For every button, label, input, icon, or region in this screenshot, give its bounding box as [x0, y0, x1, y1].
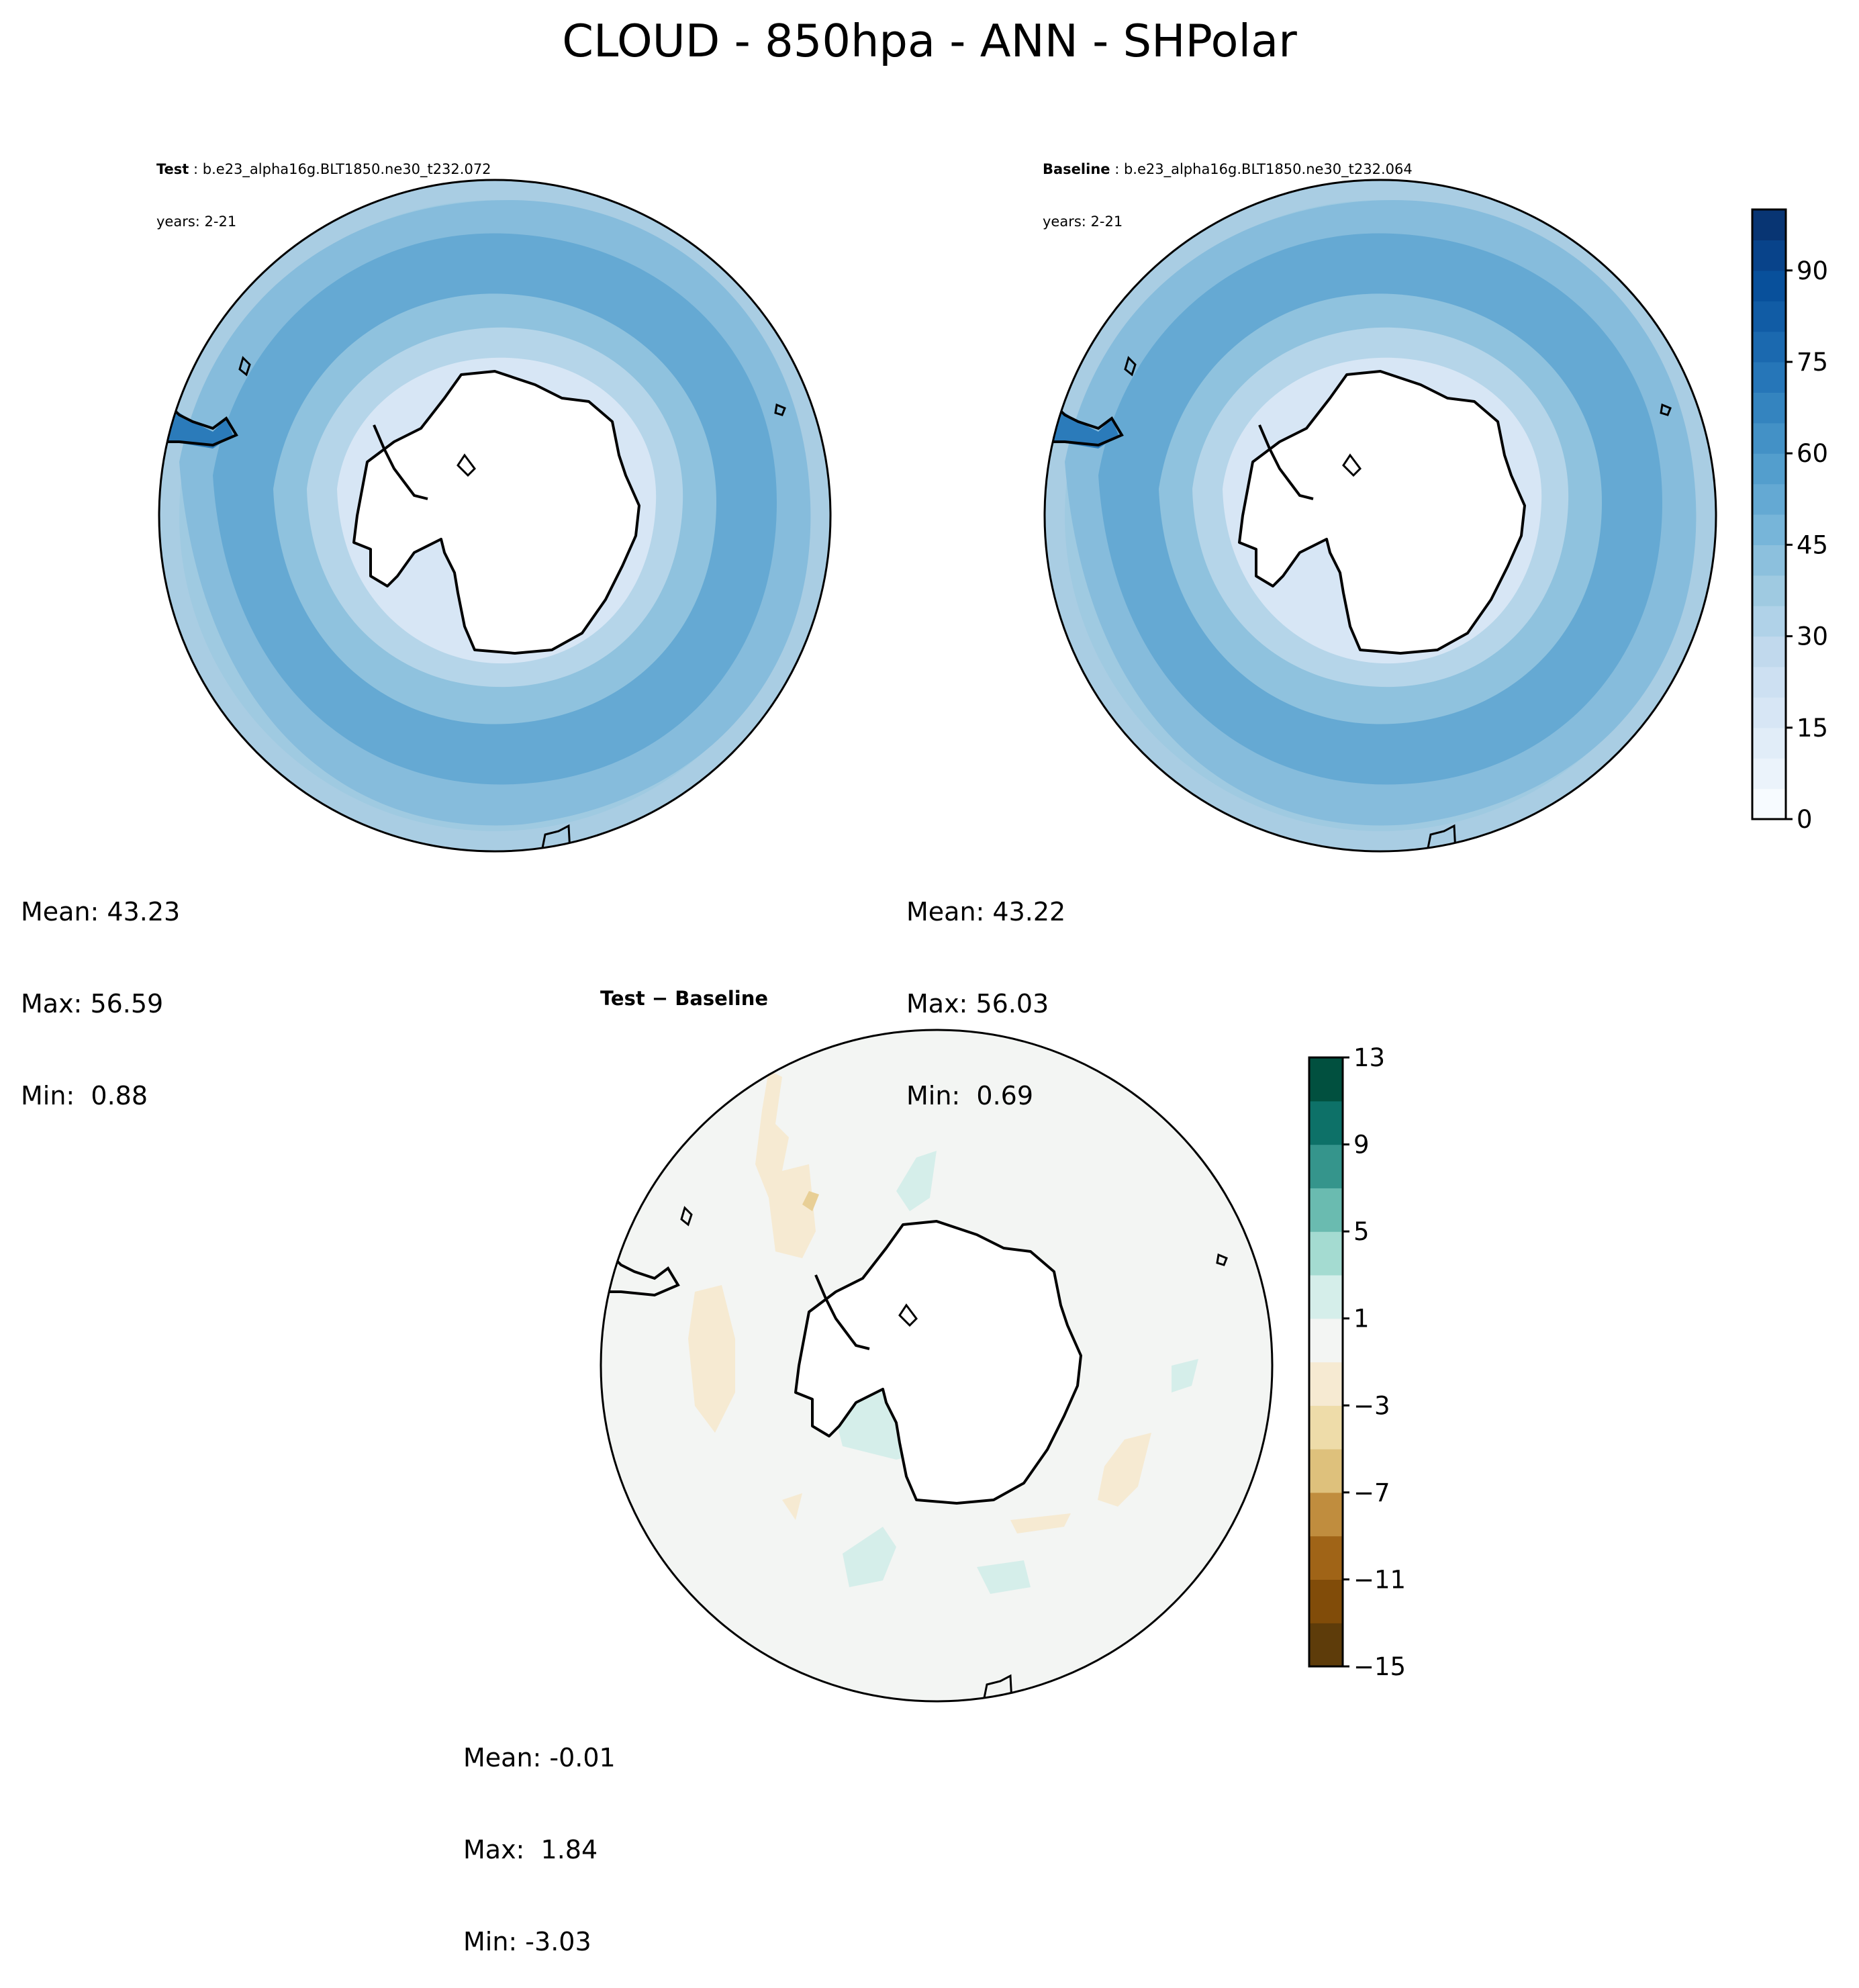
- baseline-max: Max: 56.03: [906, 988, 1049, 1019]
- difference-colorbar-level-7: [1309, 1318, 1343, 1363]
- difference-colorbar-level-12: [1309, 1100, 1343, 1145]
- difference-mean: Mean: -0.01: [463, 1743, 616, 1773]
- test-years: years: 2-21: [156, 214, 237, 230]
- difference-colorbar-level-9: [1309, 1231, 1343, 1276]
- cloud-colorbar-level-10: [1752, 483, 1786, 515]
- cloud-colorbar-level-17: [1752, 270, 1786, 301]
- cloud-colorbar-level-19: [1752, 209, 1786, 240]
- cloud-colorbar-level-3: [1752, 697, 1786, 728]
- difference-colorbar-level-11: [1309, 1144, 1343, 1188]
- cloud-colorbar-level-15: [1752, 331, 1786, 363]
- test-label: Test: [156, 160, 189, 177]
- difference-stats: Mean: -0.01 Max: 1.84 Min: -3.03: [463, 1682, 616, 1988]
- difference-colorbar-level-3: [1309, 1492, 1343, 1537]
- difference-colorbar-level-0: [1309, 1623, 1343, 1667]
- cloud-colorbar-level-11: [1752, 453, 1786, 485]
- cloud-colorbar-level-9: [1752, 514, 1786, 545]
- difference-min: Min: -3.03: [463, 1926, 591, 1956]
- test-stats: Mean: 43.23 Max: 56.59 Min: 0.88: [21, 836, 180, 1142]
- cloud-colorbar-level-8: [1752, 545, 1786, 576]
- cloud-colorbar-level-5: [1752, 636, 1786, 667]
- difference-colorbar-level-10: [1309, 1188, 1343, 1232]
- test-min: Min: 0.88: [21, 1080, 148, 1110]
- baseline-mean: Mean: 43.22: [906, 897, 1066, 927]
- colorbar-difference: 13 9 5 1 −3 −7 −11 −15: [1308, 1043, 1406, 1681]
- cloud-colorbar-tick-label-3: 45: [1797, 530, 1828, 559]
- cloud-colorbar-tick-label-5: 75: [1797, 348, 1828, 377]
- baseline-case-name: b.e23_alpha16g.BLT1850.ne30_t232.064: [1123, 160, 1413, 177]
- cloud-colorbar-tick-label-6: 90: [1797, 256, 1828, 285]
- difference-colorbar-level-2: [1309, 1535, 1343, 1580]
- test-mean: Mean: 43.23: [21, 897, 181, 927]
- cloud-colorbar-level-6: [1752, 606, 1786, 637]
- difference-panel-title: Test − Baseline: [600, 987, 769, 1010]
- difference-colorbar-tick-label-5: −7: [1353, 1478, 1390, 1507]
- difference-colorbar-tick-label-7: −15: [1353, 1652, 1406, 1681]
- baseline-min: Min: 0.69: [906, 1080, 1033, 1110]
- figure-canvas: 0 15 30 45 60 75 90 13 9 5 1 −3 −7 −11 −15: [158, 179, 1828, 1703]
- difference-colorbar-tick-label-6: −11: [1353, 1565, 1406, 1594]
- cloud-colorbar-level-4: [1752, 667, 1786, 698]
- cloud-colorbar-level-13: [1752, 392, 1786, 424]
- difference-max: Max: 1.84: [463, 1834, 598, 1864]
- cloud-colorbar-level-18: [1752, 240, 1786, 271]
- difference-colorbar-frame: [1308, 1056, 1344, 1668]
- cloud-colorbar-tick-label-2: 30: [1797, 622, 1828, 651]
- cloud-colorbar-level-2: [1752, 727, 1786, 759]
- cloud-colorbar-level-0: [1752, 788, 1786, 820]
- cloud-colorbar-level-1: [1752, 758, 1786, 790]
- difference-colorbar-level-5: [1309, 1405, 1343, 1450]
- difference-colorbar-level-13: [1309, 1057, 1343, 1102]
- difference-colorbar-level-6: [1309, 1362, 1343, 1406]
- baseline-map: [1043, 179, 1717, 853]
- cloud-colorbar-tick-label-0: 0: [1797, 805, 1813, 834]
- test-map: [158, 179, 832, 853]
- cloud-colorbar-level-7: [1752, 575, 1786, 606]
- difference-colorbar-tick-label-2: 5: [1353, 1217, 1370, 1246]
- difference-colorbar-tick-label-0: 13: [1353, 1043, 1385, 1072]
- test-max: Max: 56.59: [21, 988, 164, 1019]
- difference-colorbar-level-4: [1309, 1449, 1343, 1493]
- cloud-colorbar-frame: [1751, 208, 1787, 820]
- cloud-colorbar-tick-label-4: 60: [1797, 439, 1828, 468]
- baseline-label: Baseline: [1043, 160, 1110, 177]
- test-case-name: b.e23_alpha16g.BLT1850.ne30_t232.072: [202, 160, 491, 177]
- difference-colorbar-tick-label-1: 9: [1353, 1131, 1370, 1159]
- baseline-stats: Mean: 43.22 Max: 56.03 Min: 0.69: [906, 836, 1065, 1142]
- colorbar-cloud: 0 15 30 45 60 75 90: [1751, 208, 1828, 834]
- difference-colorbar-level-8: [1309, 1274, 1343, 1319]
- difference-map: [600, 1029, 1274, 1703]
- test-panel-title: Test : b.e23_alpha16g.BLT1850.ne30_t232.…: [156, 160, 491, 230]
- cloud-colorbar-tick-label-1: 15: [1797, 714, 1828, 743]
- cloud-colorbar-level-16: [1752, 301, 1786, 332]
- baseline-years: years: 2-21: [1043, 214, 1123, 230]
- cloud-colorbar-level-14: [1752, 362, 1786, 393]
- cloud-colorbar-level-12: [1752, 422, 1786, 454]
- difference-colorbar-tick-label-4: −3: [1353, 1391, 1390, 1420]
- difference-colorbar-level-1: [1309, 1579, 1343, 1623]
- baseline-panel-title: Baseline : b.e23_alpha16g.BLT1850.ne30_t…: [1043, 160, 1413, 230]
- figure-title: CLOUD - 850hpa - ANN - SHPolar: [562, 15, 1297, 67]
- difference-colorbar-tick-label-3: 1: [1353, 1305, 1370, 1333]
